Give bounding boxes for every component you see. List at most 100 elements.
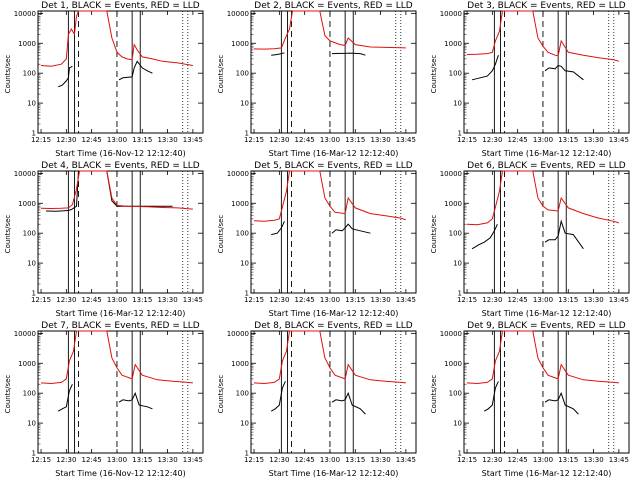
panel-title: Det 7, BLACK = Events, RED = LLD	[41, 321, 200, 331]
x-tick-label: 12:15	[457, 136, 477, 144]
y-tick-label: 100	[236, 70, 249, 78]
detector-panel-6: 12:15 12:30 12:45 13:00 13:15 13:30 13:45 1 10 10…	[426, 160, 639, 320]
y-axis-label: Counts/sec	[4, 374, 12, 414]
x-tick-label: 12:30	[269, 456, 289, 464]
y-tick-label: 1	[458, 130, 462, 138]
y-tick-label: 1	[32, 450, 36, 458]
y-tick-label: 1000	[444, 40, 462, 48]
y-tick-label: 1	[245, 450, 249, 458]
x-axis-label: Start Time (16-Mar-12 12:12:40)	[481, 149, 612, 158]
plot-frame	[250, 170, 417, 294]
y-tick-label: 1	[32, 290, 36, 298]
x-axis-label: Start Time (16-Mar-12 12:12:40)	[55, 309, 186, 318]
detector-panel-9: 12:15 12:30 12:45 13:00 13:15 13:30 13:45 1 10 10…	[426, 320, 639, 480]
y-tick-label: 10	[27, 260, 36, 268]
x-tick-label: 12:30	[269, 296, 289, 304]
y-tick-label: 10000	[14, 10, 36, 18]
panel-title: Det 2, BLACK = Events, RED = LLD	[254, 1, 413, 11]
x-axis-label: Start Time (16-Mar-12 12:12:40)	[268, 309, 399, 318]
plot-area: 12:15 12:30 12:45 13:00 13:15 13:30 13:45 1 10 10…	[440, 170, 630, 304]
series-lld	[40, 170, 193, 210]
series-lld	[466, 170, 620, 226]
x-tick-label: 12:30	[56, 296, 76, 304]
series-lld	[466, 330, 619, 385]
detector-panel-4: 12:15 12:30 12:45 13:00 13:15 13:30 13:45 1 10 10…	[0, 160, 213, 320]
y-axis-label: Counts/sec	[430, 54, 438, 94]
x-tick-label: 13:15	[558, 456, 578, 464]
x-tick-label: 13:00	[107, 136, 127, 144]
plot-frame	[463, 170, 630, 294]
series-lld	[40, 330, 193, 385]
y-axis-label: Counts/sec	[217, 374, 225, 414]
y-tick-label: 10	[453, 420, 462, 428]
series-events	[57, 383, 153, 412]
plot-frame	[37, 10, 204, 134]
x-tick-label: 12:45	[295, 456, 315, 464]
series-lld	[253, 330, 406, 385]
detector-panel-3: 12:15 12:30 12:45 13:00 13:15 13:30 13:45 1 10 10…	[426, 0, 639, 160]
plot-frame	[37, 330, 204, 454]
y-tick-label: 1000	[18, 360, 36, 368]
panel-title: Det 9, BLACK = Events, RED = LLD	[467, 321, 626, 331]
y-tick-label: 100	[236, 230, 249, 238]
series-events	[471, 219, 584, 250]
x-axis-label: Start Time (16-Mar-12 12:12:40)	[268, 149, 399, 158]
y-tick-label: 1	[245, 290, 249, 298]
plot-area: 12:15 12:30 12:45 13:00 13:15 13:30 13:45 1 10 10…	[440, 10, 630, 144]
y-axis-label: Counts/sec	[430, 214, 438, 254]
x-tick-label: 13:15	[345, 456, 365, 464]
x-tick-label: 13:45	[609, 136, 629, 144]
x-tick-label: 13:45	[396, 136, 416, 144]
y-tick-label: 10000	[440, 170, 462, 178]
series-events	[46, 170, 173, 212]
x-tick-label: 13:45	[609, 456, 629, 464]
y-tick-label: 100	[23, 70, 36, 78]
x-tick-label: 12:30	[56, 456, 76, 464]
plot-area: 12:15 12:30 12:45 13:00 13:15 13:30 13:45 1 10 10…	[227, 330, 417, 464]
y-axis-label: Counts/sec	[217, 54, 225, 94]
y-tick-label: 10000	[227, 330, 249, 338]
series-lld	[40, 10, 193, 67]
y-tick-label: 10000	[227, 10, 249, 18]
x-tick-label: 13:00	[320, 136, 340, 144]
y-tick-label: 1	[245, 130, 249, 138]
x-tick-label: 12:45	[82, 456, 102, 464]
y-tick-label: 10	[27, 100, 36, 108]
series-events	[483, 381, 579, 415]
x-tick-label: 13:45	[183, 136, 203, 144]
plot-area: 12:15 12:30 12:45 13:00 13:15 13:30 13:45 1 10 10…	[227, 170, 417, 304]
x-tick-label: 12:15	[31, 136, 51, 144]
y-tick-label: 10000	[440, 330, 462, 338]
x-tick-label: 13:15	[132, 136, 152, 144]
series-lld	[466, 10, 620, 62]
x-tick-label: 13:30	[370, 136, 390, 144]
y-tick-label: 1000	[231, 40, 249, 48]
x-tick-label: 13:30	[157, 296, 177, 304]
series-events	[271, 221, 371, 236]
x-tick-label: 13:45	[183, 296, 203, 304]
plot-frame	[250, 10, 417, 134]
x-tick-label: 12:30	[269, 136, 289, 144]
x-axis-label: Start Time (16-Mar-12 12:12:40)	[481, 469, 612, 478]
x-tick-label: 13:00	[533, 136, 553, 144]
y-tick-label: 1000	[18, 200, 36, 208]
x-tick-label: 13:00	[533, 456, 553, 464]
x-tick-label: 12:45	[295, 296, 315, 304]
y-tick-label: 1000	[444, 360, 462, 368]
x-tick-label: 13:45	[396, 296, 416, 304]
y-axis-label: Counts/sec	[4, 54, 12, 94]
y-tick-label: 1000	[444, 200, 462, 208]
y-tick-label: 10	[240, 100, 249, 108]
y-tick-label: 1	[458, 450, 462, 458]
x-tick-label: 13:00	[320, 456, 340, 464]
x-tick-label: 13:00	[107, 456, 127, 464]
x-tick-label: 12:30	[482, 136, 502, 144]
series-events	[58, 60, 153, 88]
y-tick-label: 100	[23, 390, 36, 398]
x-tick-label: 12:15	[244, 136, 264, 144]
y-tick-label: 100	[236, 390, 249, 398]
x-axis-label: Start Time (16-Mar-12 12:12:40)	[268, 469, 399, 478]
x-tick-label: 12:30	[482, 296, 502, 304]
plot-frame	[37, 170, 204, 294]
x-tick-label: 12:45	[508, 456, 528, 464]
